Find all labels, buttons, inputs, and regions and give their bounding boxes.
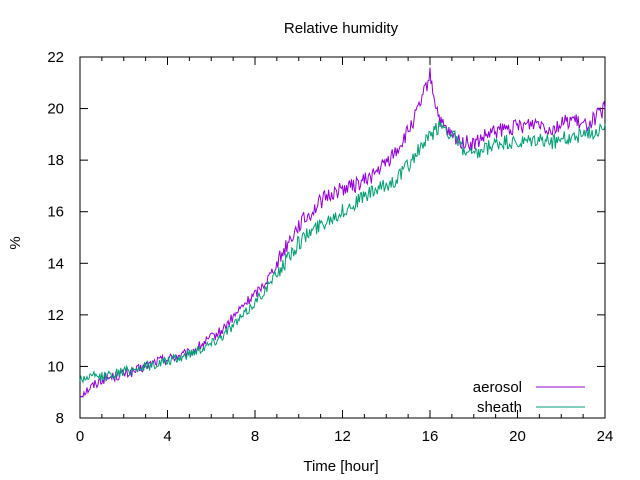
x-tick-label: 24 [597, 428, 614, 445]
chart-title: Relative humidity [284, 20, 399, 37]
y-tick-label: 8 [56, 410, 64, 427]
series-line-aerosol [79, 67, 606, 398]
series-line-sheath [79, 120, 606, 384]
y-axis-label: % [7, 236, 24, 249]
x-tick-label: 20 [509, 428, 526, 445]
x-tick-label: 0 [76, 428, 84, 445]
y-tick-label: 22 [47, 49, 64, 66]
y-tick-label: 16 [47, 204, 64, 221]
y-tick-label: 12 [47, 307, 64, 324]
x-axis-label: Time [hour] [303, 458, 378, 475]
x-tick-label: 12 [334, 428, 351, 445]
x-tick-label: 8 [251, 428, 259, 445]
y-tick-label: 10 [47, 358, 64, 375]
y-tick-label: 20 [47, 101, 64, 118]
y-tick-label: 18 [47, 152, 64, 169]
series-layer [79, 67, 606, 398]
legend: aerosol sheath [473, 379, 585, 416]
x-tick-label: 16 [422, 428, 439, 445]
axis-tick-labels: 0 4 8 12 16 20 24 8 10 12 14 16 18 20 22 [47, 49, 613, 445]
y-tick-label: 14 [47, 255, 64, 272]
axis-ticks [79, 56, 606, 419]
legend-label-sheath: sheath [477, 399, 522, 416]
x-tick-label: 4 [163, 428, 171, 445]
legend-label-aerosol: aerosol [473, 379, 522, 396]
